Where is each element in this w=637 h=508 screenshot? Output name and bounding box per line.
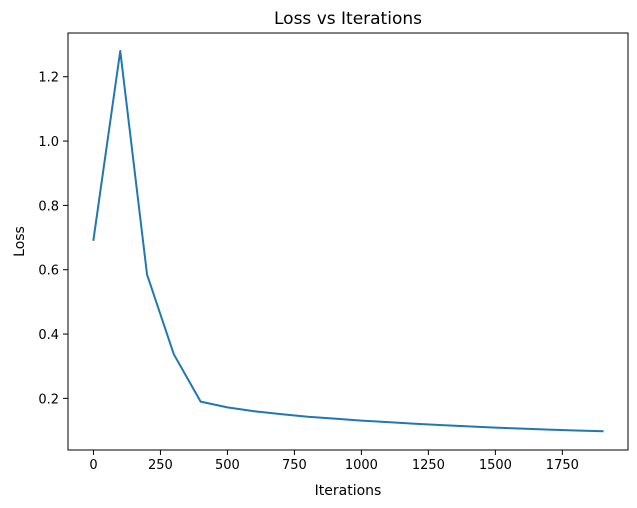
y-axis-ticks: 0.2 0.4 0.6 0.8 1.0 1.2 (38, 71, 68, 407)
chart-title: Loss vs Iterations (274, 9, 422, 29)
y-axis-label: Loss (12, 226, 28, 257)
x-tick-label: 1500 (479, 458, 512, 473)
y-tick-label: 0.2 (38, 392, 59, 407)
y-tick-label: 1.0 (38, 135, 59, 150)
y-tick-label: 0.6 (38, 264, 59, 279)
y-tick-label: 1.2 (38, 71, 59, 86)
x-axis-ticks: 0 250 500 750 1000 1250 1500 1750 (89, 450, 579, 473)
x-tick-label: 1250 (412, 458, 445, 473)
series-line (92, 50, 604, 433)
plot-frame (67, 32, 629, 451)
x-tick-label: 750 (282, 458, 307, 473)
x-tick-label: 1000 (345, 458, 378, 473)
x-tick-label: 250 (148, 458, 173, 473)
x-tick-label: 1750 (546, 458, 579, 473)
x-tick-label: 0 (89, 458, 97, 473)
y-tick-label: 0.8 (38, 199, 59, 214)
x-axis-label: Iterations (315, 483, 382, 499)
x-tick-label: 500 (215, 458, 240, 473)
plot-content (92, 50, 604, 433)
y-tick-label: 0.4 (38, 328, 59, 343)
